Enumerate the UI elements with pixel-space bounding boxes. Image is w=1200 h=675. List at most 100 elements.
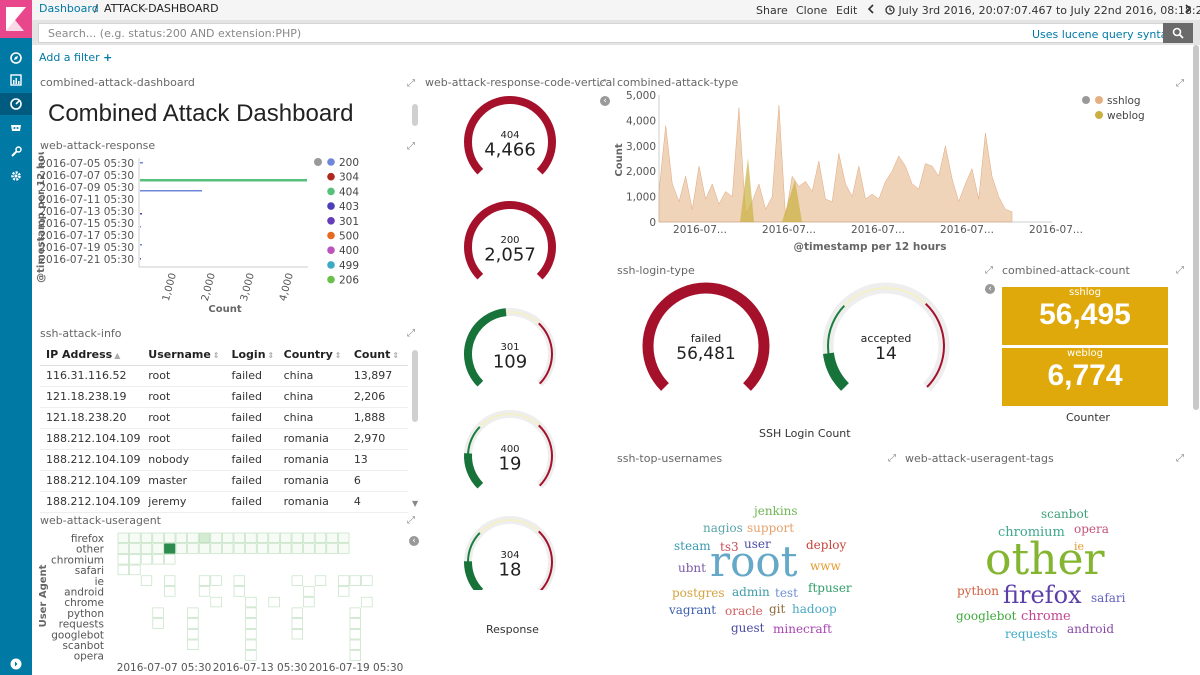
- heatmap-cell: [303, 586, 315, 597]
- expand-panel-icon[interactable]: ⤢: [888, 453, 896, 464]
- metric-label: weblog: [1067, 348, 1103, 359]
- tag-cloud-word[interactable]: requests: [1005, 627, 1058, 641]
- tag-cloud-word[interactable]: deploy: [806, 538, 847, 552]
- tag-cloud-word[interactable]: safari: [1091, 591, 1126, 605]
- column-header[interactable]: Country ⇕: [277, 345, 348, 366]
- column-header[interactable]: IP Address ▲: [40, 345, 143, 366]
- y-tick-label: 2016-07-13 05:30: [39, 206, 134, 218]
- legend-collapse-icon: [1082, 96, 1090, 104]
- legend-label: 499: [339, 260, 359, 272]
- tag-cloud-word[interactable]: www: [810, 559, 841, 573]
- timelion-icon[interactable]: [0, 117, 32, 139]
- tag-cloud-word[interactable]: oracle: [725, 604, 763, 618]
- tag-cloud-word[interactable]: ts3: [720, 540, 739, 554]
- expand-panel-icon[interactable]: ⤢: [407, 328, 415, 339]
- tag-cloud-word[interactable]: chrome: [1021, 609, 1071, 624]
- expand-panel-icon[interactable]: ⤢: [1176, 265, 1184, 276]
- sort-icon[interactable]: ⇕: [334, 351, 342, 361]
- edit-button[interactable]: Edit: [836, 4, 858, 17]
- tag-cloud-word[interactable]: steam: [674, 539, 711, 553]
- time-back-chevron-icon[interactable]: [867, 4, 875, 17]
- tag-cloud-word[interactable]: guest: [731, 621, 765, 635]
- legend-toggle-icon[interactable]: ‹: [600, 96, 610, 106]
- tag-cloud-word[interactable]: support: [747, 521, 795, 535]
- tag-cloud-word[interactable]: nagios: [703, 521, 743, 535]
- clone-button[interactable]: Clone: [796, 4, 828, 17]
- dev-tools-icon[interactable]: [0, 141, 32, 163]
- expand-panel-icon[interactable]: ⤢: [598, 78, 606, 89]
- kibana-logo[interactable]: [0, 0, 32, 38]
- settings-gear-icon[interactable]: [0, 165, 32, 187]
- tag-cloud-word[interactable]: hadoop: [792, 602, 837, 616]
- table-cell: failed: [225, 407, 278, 429]
- share-button[interactable]: Share: [756, 4, 788, 17]
- heatmap-cell: [303, 543, 315, 554]
- y-tick-label: 2016-07-05 05:30: [39, 158, 134, 170]
- tag-cloud-word[interactable]: test: [775, 586, 798, 600]
- table-row: 188.212.104.109 master failed romania 6: [40, 470, 408, 492]
- search-input[interactable]: Search... (e.g. status:200 AND extension…: [38, 23, 1193, 43]
- tag-cloud-word[interactable]: python: [957, 584, 999, 598]
- sort-icon[interactable]: ⇕: [212, 351, 220, 361]
- visualize-icon[interactable]: [0, 69, 32, 91]
- tag-cloud-word[interactable]: ftpuser: [808, 581, 852, 595]
- discover-icon[interactable]: [0, 47, 32, 69]
- heatmap-cell: [129, 532, 141, 543]
- tag-cloud-word[interactable]: root: [710, 537, 798, 586]
- tag-cloud-word[interactable]: opera: [1074, 522, 1109, 536]
- tag-cloud-word[interactable]: user: [744, 537, 771, 551]
- table-cell: 2,206: [347, 386, 408, 408]
- time-range-picker[interactable]: July 3rd 2016, 20:07:07.467 to July 22nd…: [885, 4, 1200, 17]
- dashboard-icon[interactable]: [0, 93, 32, 115]
- tag-cloud-word[interactable]: other: [985, 534, 1105, 585]
- heatmap-cell: [152, 607, 164, 618]
- column-header[interactable]: Count ⇕: [347, 345, 408, 366]
- time-forward-chevron-icon[interactable]: [1184, 4, 1192, 17]
- table-scrollbar[interactable]: [412, 350, 418, 422]
- expand-panel-icon[interactable]: ⤢: [407, 141, 415, 152]
- heatmap-cell: [314, 532, 327, 543]
- heatmap-cell: [245, 607, 257, 618]
- tag-cloud-word[interactable]: git: [769, 602, 786, 616]
- tag-cloud-word[interactable]: firefox: [1003, 581, 1082, 609]
- tag-cloud-word[interactable]: scanbot: [1041, 507, 1089, 521]
- sort-icon[interactable]: ⇕: [392, 351, 400, 361]
- tag-cloud-word[interactable]: vagrant: [669, 603, 717, 617]
- legend-toggle-icon[interactable]: ‹: [409, 536, 419, 546]
- expand-panel-icon[interactable]: ⤢: [407, 78, 415, 89]
- panel-scrollbar[interactable]: [412, 104, 418, 126]
- expand-panel-icon[interactable]: ⤢: [1176, 78, 1184, 89]
- tag-cloud-word[interactable]: postgres: [672, 586, 725, 600]
- add-filter-button[interactable]: Add a filter +: [39, 51, 112, 64]
- y-tick-label: 2016-07-19 05:30: [39, 242, 134, 254]
- search-button[interactable]: [1163, 23, 1193, 43]
- tag-cloud-word[interactable]: jenkins: [754, 504, 798, 518]
- tag-cloud-word[interactable]: ie: [1074, 540, 1085, 553]
- scroll-down-icon[interactable]: ▼: [412, 499, 419, 508]
- lucene-syntax-link[interactable]: Uses lucene query syntax: [1032, 28, 1174, 41]
- y-tick-label: 5,000: [626, 90, 656, 102]
- expand-panel-icon[interactable]: ⤢: [407, 515, 415, 526]
- tag-cloud-word[interactable]: chromium: [998, 525, 1065, 540]
- tag-cloud-word[interactable]: googlebot: [956, 609, 1017, 623]
- sort-asc-icon[interactable]: ▲: [114, 351, 121, 361]
- collapse-nav-icon[interactable]: [0, 653, 32, 675]
- tag-cloud-word[interactable]: android: [1067, 622, 1115, 636]
- tag-cloud-word[interactable]: admin: [732, 585, 770, 599]
- sort-icon[interactable]: ⇕: [267, 351, 275, 361]
- legend-toggle-icon[interactable]: ‹: [985, 284, 995, 294]
- breadcrumb-dashboard-link[interactable]: Dashboard: [39, 2, 99, 15]
- y-tick-label: chrome: [64, 597, 104, 609]
- expand-panel-icon[interactable]: ⤢: [985, 265, 993, 276]
- y-tick-label: 3,000: [626, 141, 656, 153]
- tag-cloud-word[interactable]: ubnt: [678, 561, 706, 575]
- panel-title-ssh-login-type: ssh-login-type: [617, 264, 695, 277]
- heatmap-cell: [164, 575, 176, 586]
- ssh-gauge-label: accepted: [861, 332, 912, 345]
- page-scrollbar[interactable]: [1193, 45, 1199, 410]
- column-header[interactable]: Login ⇕: [225, 345, 278, 366]
- expand-panel-icon[interactable]: ⤢: [1176, 453, 1184, 464]
- column-header[interactable]: Username ⇕: [142, 345, 226, 366]
- ssh-attack-table: IP Address ▲ Username ⇕ Login ⇕ Country ⇕ Count ⇕…: [40, 345, 408, 513]
- tag-cloud-word[interactable]: minecraft: [773, 622, 832, 636]
